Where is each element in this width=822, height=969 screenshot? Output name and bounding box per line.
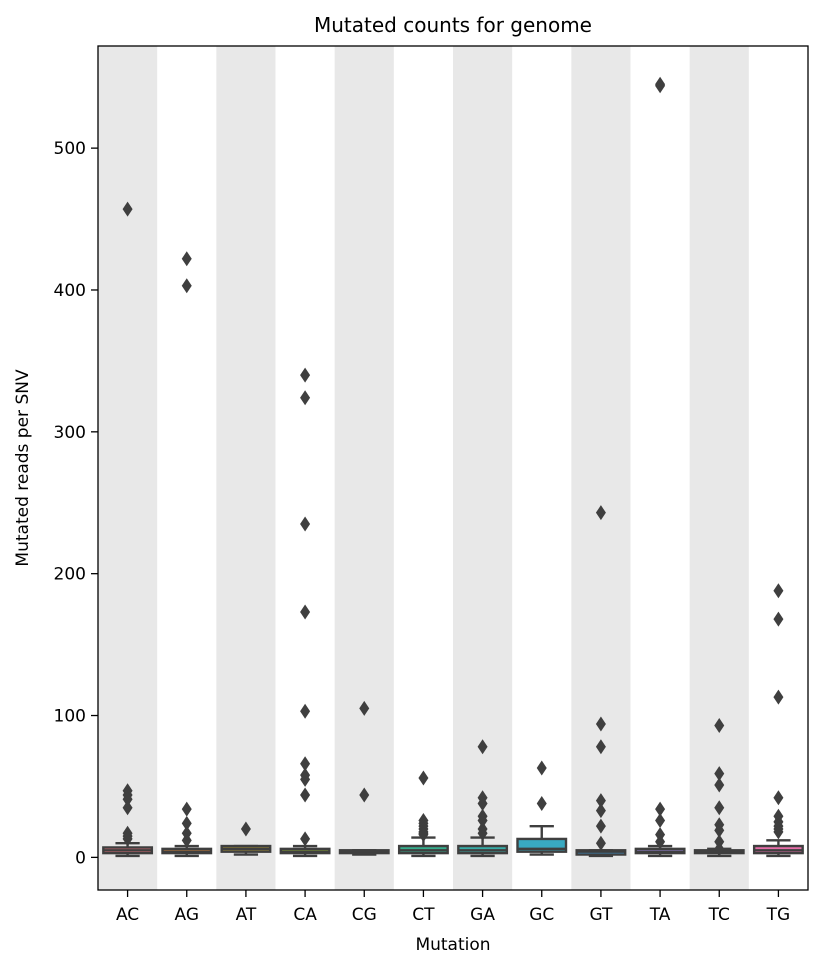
outlier-point [122,831,133,847]
x-tick-label: AG [174,905,199,925]
band-ga [453,46,513,890]
x-tick-label: AT [236,905,257,925]
x-tick-label: GT [589,905,613,925]
outlier-point [655,801,666,817]
box-plots [102,76,804,858]
outlier-point [300,771,311,787]
box-ta [634,76,686,858]
outlier-point [122,791,133,807]
box-ac [102,201,154,858]
outlier-point [655,78,666,94]
x-tick-label: CT [412,905,435,925]
outlier-point [773,583,784,599]
outlier-point [300,787,311,803]
outlier-point [595,716,606,732]
outlier-point [359,700,370,716]
outlier-point [181,801,192,817]
outlier-point [595,505,606,521]
band-at [216,46,276,890]
outlier-point [773,611,784,627]
y-tick-label: 100 [54,707,86,727]
x-axis-label: Mutation [415,935,490,955]
outlier-point [595,793,606,809]
outlier-point [714,717,725,733]
outlier-point [595,739,606,755]
box-gc [516,760,568,856]
outlier-point [714,822,725,838]
outlier-point [714,777,725,793]
outlier-point [300,703,311,719]
y-tick-label: 400 [54,281,86,301]
outlier-point [122,800,133,816]
box-ca [279,367,331,858]
outlier-point [773,790,784,806]
outlier-point [714,841,725,857]
outlier-point [240,821,251,837]
y-axis-label: Mutated reads per SNV [13,369,33,567]
y-axis: 0 100 200 300 400 500 [54,139,98,868]
box-at [220,821,272,856]
outlier-point [181,251,192,267]
outlier-point [714,800,725,816]
x-tick-label: GA [470,905,495,925]
plot-frame [97,45,809,891]
band-cg [334,46,394,890]
x-tick-label: AC [116,905,139,925]
outlier-point [477,825,488,841]
outlier-point [300,390,311,406]
outlier-point [714,766,725,782]
box-tc [693,717,745,858]
outlier-point [536,795,547,811]
y-tick-label: 200 [54,565,86,585]
outlier-point [359,787,370,803]
outlier-point [595,835,606,851]
y-tick-label: 500 [54,139,86,159]
y-tick-label: 300 [54,423,86,443]
outlier-point [300,367,311,383]
band-gt [571,46,631,890]
x-tick-label: TG [766,905,791,925]
box-ag [161,251,213,858]
x-axis: AC AG AT CA CG CT GA GC GT TA TC TG [116,890,790,925]
x-tick-label: CA [293,905,317,925]
outlier-point [773,824,784,840]
outlier-point [477,812,488,828]
box-ct [397,770,449,858]
outlier-point [300,756,311,772]
outlier-point [181,815,192,831]
outlier-point [418,827,429,843]
outlier-point [655,834,666,850]
chart-title: Mutated counts for genome [314,13,592,37]
y-tick-label: 0 [75,848,86,868]
outlier-point [181,832,192,848]
outlier-point [477,739,488,755]
box-cg [338,700,390,856]
x-tick-label: CG [352,905,377,925]
outlier-point [595,818,606,834]
outlier-point [300,831,311,847]
outlier-point [122,201,133,217]
outlier-point [655,812,666,828]
outlier-point [595,803,606,819]
band-ac [98,46,158,890]
x-tick-label: TC [708,905,730,925]
outlier-point [300,516,311,532]
box-gt [575,505,627,858]
outlier-point [536,760,547,776]
box-tg [752,583,804,858]
band-tc [689,46,749,890]
outlier-point [418,770,429,786]
outlier-point [300,604,311,620]
x-tick-label: GC [529,905,554,925]
outlier-point [773,689,784,705]
box-ga [457,739,509,858]
x-tick-label: TA [649,905,671,925]
outlier-point [477,795,488,811]
outlier-point [181,278,192,294]
